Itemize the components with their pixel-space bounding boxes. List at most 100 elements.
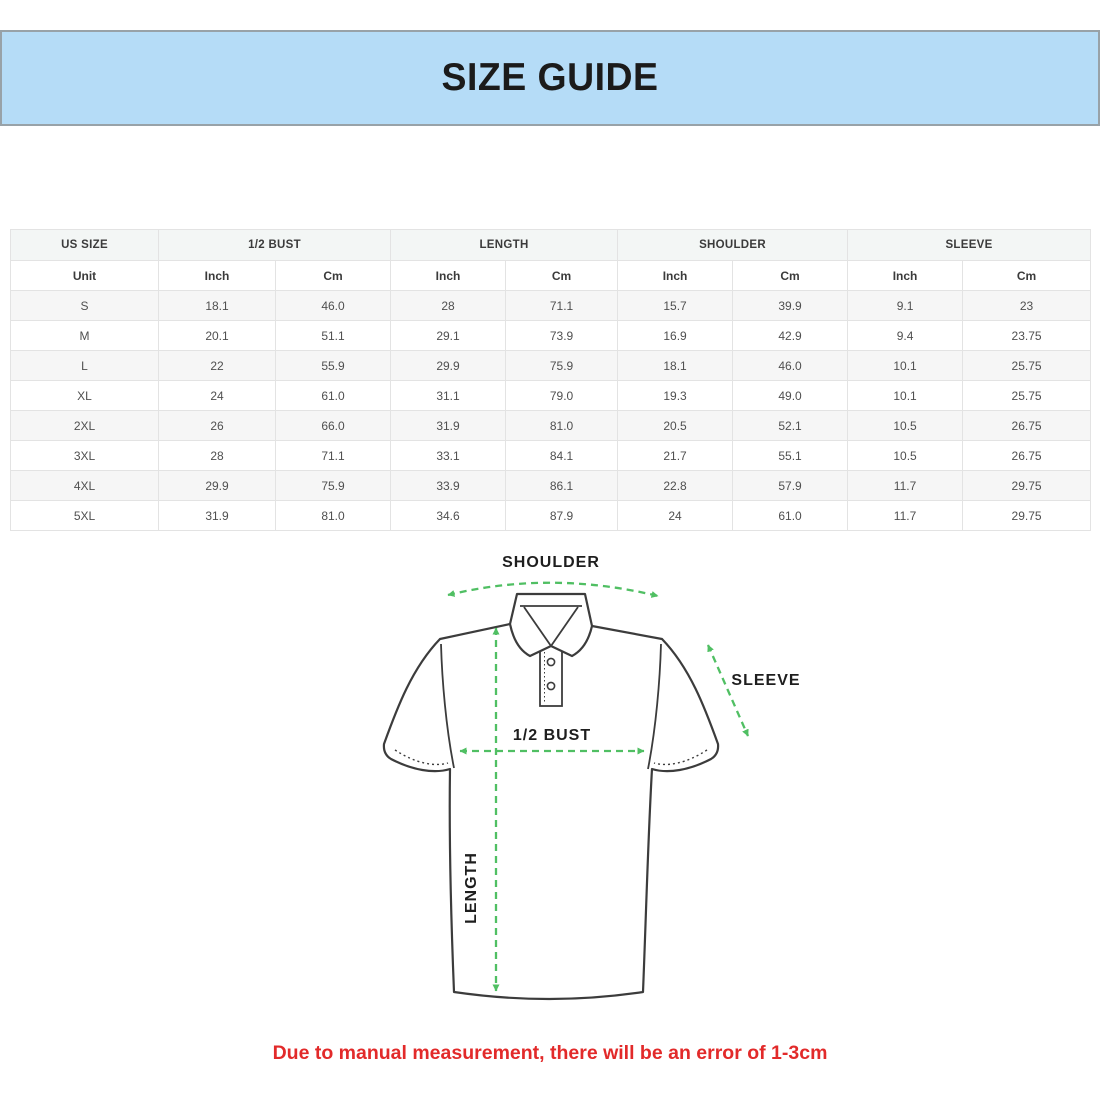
shirt-body-outline <box>382 615 720 1001</box>
measurement-cell: 26.75 <box>962 440 1092 471</box>
measurement-cell: 66.0 <box>274 410 392 441</box>
column-group-header: US SIZE <box>10 229 159 261</box>
shirt-diagram: SHOULDER SLEEVE 1/2 BUST LENGTH <box>370 548 810 1030</box>
measurement-cell: 34.6 <box>390 500 507 531</box>
us-size-cell: XL <box>10 380 159 411</box>
measurement-cell: 81.0 <box>505 410 619 441</box>
shoulder-arrow <box>447 581 659 598</box>
us-size-cell: L <box>10 350 159 381</box>
measurement-cell: 11.7 <box>847 470 964 501</box>
size-row-l: L 22 55.9 29.9 75.9 18.1 46.0 10.1 25.75 <box>10 350 1092 381</box>
size-row-s: S 18.1 46.0 28 71.1 15.7 39.9 9.1 23 <box>10 290 1092 321</box>
measurement-cell: 61.0 <box>274 380 392 411</box>
measurement-cell: 15.7 <box>617 290 734 321</box>
page-title: SIZE GUIDE <box>441 56 659 99</box>
measurement-cell: 33.9 <box>390 470 507 501</box>
measurement-cell: 49.0 <box>732 380 849 411</box>
measurement-cell: 21.7 <box>617 440 734 471</box>
measurement-cell: 29.75 <box>962 500 1092 531</box>
button-bottom <box>546 681 556 691</box>
measurement-cell: 31.1 <box>390 380 507 411</box>
button-top <box>546 657 556 667</box>
column-group-header: SLEEVE <box>847 229 1092 261</box>
measurement-cell: 28 <box>390 290 507 321</box>
measurement-cell: 22 <box>158 350 276 381</box>
measurement-cell: 9.1 <box>847 290 964 321</box>
measurement-cell: 28 <box>158 440 276 471</box>
measurement-cell: 55.9 <box>274 350 392 381</box>
size-row-2xl: 2XL 26 66.0 31.9 81.0 20.5 52.1 10.5 26.75 <box>10 410 1092 441</box>
measurement-cell: 24 <box>158 380 276 411</box>
unit-header-cell: Cm <box>505 260 619 291</box>
measurement-cell: 22.8 <box>617 470 734 501</box>
us-size-cell: 5XL <box>10 500 159 531</box>
unit-header-cell: Cm <box>732 260 849 291</box>
measurement-cell: 26 <box>158 410 276 441</box>
measurement-cell: 33.1 <box>390 440 507 471</box>
measurement-cell: 25.75 <box>962 350 1092 381</box>
measurement-cell: 16.9 <box>617 320 734 351</box>
measurement-cell: 81.0 <box>274 500 392 531</box>
measurement-cell: 51.1 <box>274 320 392 351</box>
us-size-cell: 2XL <box>10 410 159 441</box>
size-row-3xl: 3XL 28 71.1 33.1 84.1 21.7 55.1 10.5 26.75 <box>10 440 1092 471</box>
measurement-cell: 84.1 <box>505 440 619 471</box>
sleeve-label: SLEEVE <box>731 672 800 689</box>
measurement-cell: 18.1 <box>158 290 276 321</box>
us-size-cell: 3XL <box>10 440 159 471</box>
column-group-header: SHOULDER <box>617 229 849 261</box>
size-row-m: M 20.1 51.1 29.1 73.9 16.9 42.9 9.4 23.75 <box>10 320 1092 351</box>
bust-label: 1/2 BUST <box>513 727 591 744</box>
size-guide-banner: SIZE GUIDE <box>0 30 1100 126</box>
measurement-cell: 75.9 <box>505 350 619 381</box>
measurement-cell: 39.9 <box>732 290 849 321</box>
placket <box>539 643 563 707</box>
us-size-cell: 4XL <box>10 470 159 501</box>
size-chart-table: US SIZE 1/2 BUST LENGTH SHOULDER SLEEVE Unit… <box>10 229 1092 531</box>
column-group-header: 1/2 BUST <box>157 229 392 261</box>
measurement-cell: 11.7 <box>847 500 964 531</box>
measurement-cell: 10.5 <box>847 410 964 441</box>
polo-shirt-illustration: SHOULDER SLEEVE 1/2 BUST LENGTH <box>382 554 800 1001</box>
measurement-cell: 24 <box>617 500 734 531</box>
group-header-row: US SIZE 1/2 BUST LENGTH SHOULDER SLEEVE <box>10 229 1092 261</box>
measurement-cell: 23.75 <box>962 320 1092 351</box>
column-group-header: LENGTH <box>390 229 619 261</box>
us-size-cell: M <box>10 320 159 351</box>
measurement-cell: 75.9 <box>274 470 392 501</box>
measurement-cell: 10.5 <box>847 440 964 471</box>
collar-flap-edges <box>523 606 579 647</box>
left-cuff-stitch <box>394 749 449 766</box>
measurement-note: Due to manual measurement, there will be… <box>272 1042 828 1064</box>
length-label: LENGTH <box>463 852 480 924</box>
measurement-cell: 9.4 <box>847 320 964 351</box>
unit-header-cell: Inch <box>158 260 276 291</box>
unit-header-cell: Inch <box>847 260 964 291</box>
unit-header-cell: Cm <box>962 260 1092 291</box>
size-row-4xl: 4XL 29.9 75.9 33.9 86.1 22.8 57.9 11.7 29.75 <box>10 470 1092 501</box>
measurement-cell: 55.1 <box>732 440 849 471</box>
unit-header-cell: Cm <box>274 260 392 291</box>
measurement-cell: 10.1 <box>847 350 964 381</box>
measurement-cell: 23 <box>962 290 1092 321</box>
measurement-cell: 29.75 <box>962 470 1092 501</box>
measurement-cell: 26.75 <box>962 410 1092 441</box>
measurement-cell: 73.9 <box>505 320 619 351</box>
unit-header-cell: Inch <box>390 260 507 291</box>
measurement-cell: 20.5 <box>617 410 734 441</box>
left-sleeve-seam <box>440 643 455 769</box>
measurement-cell: 86.1 <box>505 470 619 501</box>
size-row-xl: XL 24 61.0 31.1 79.0 19.3 49.0 10.1 25.75 <box>10 380 1092 411</box>
measurement-cell: 19.3 <box>617 380 734 411</box>
measurement-cell: 29.9 <box>390 350 507 381</box>
measurement-cell: 20.1 <box>158 320 276 351</box>
measurement-cell: 79.0 <box>505 380 619 411</box>
measurement-cell: 25.75 <box>962 380 1092 411</box>
measurement-cell: 18.1 <box>617 350 734 381</box>
right-cuff-stitch <box>653 749 708 766</box>
size-table-body: S 18.1 46.0 28 71.1 15.7 39.9 9.1 23 M 20.1 51.1 29.… <box>10 290 1092 531</box>
measurement-cell: 52.1 <box>732 410 849 441</box>
measurement-cell: 61.0 <box>732 500 849 531</box>
us-size-cell: S <box>10 290 159 321</box>
